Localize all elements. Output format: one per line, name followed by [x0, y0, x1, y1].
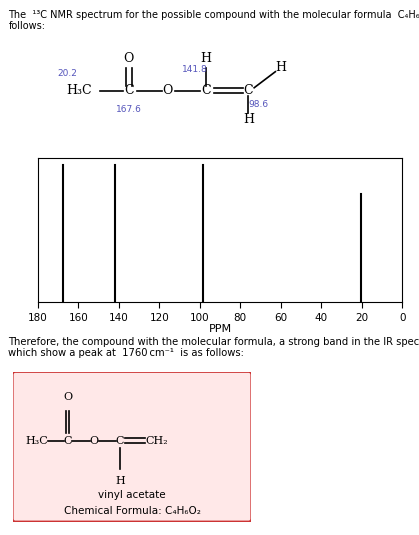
Text: H: H: [276, 61, 287, 74]
Text: 98.6: 98.6: [248, 101, 268, 109]
Text: vinyl acetate: vinyl acetate: [98, 490, 166, 500]
Text: C: C: [124, 85, 134, 97]
Text: C: C: [63, 435, 72, 446]
Text: The  ¹³C NMR spectrum for the possible compound with the molecular formula  C₄H₆: The ¹³C NMR spectrum for the possible co…: [8, 10, 419, 20]
Text: O: O: [124, 52, 134, 65]
Text: which show a peak at  1760 cm⁻¹  is as follows:: which show a peak at 1760 cm⁻¹ is as fol…: [8, 348, 244, 358]
Text: H: H: [115, 476, 125, 486]
Text: Chemical Formula: C₄H₆O₂: Chemical Formula: C₄H₆O₂: [64, 506, 200, 516]
Text: O: O: [63, 392, 72, 402]
Text: follows:: follows:: [8, 21, 45, 32]
Text: CH₂: CH₂: [146, 435, 168, 446]
Text: H₃C: H₃C: [25, 435, 48, 446]
Text: H: H: [243, 113, 254, 126]
Text: C: C: [201, 85, 211, 97]
Text: 141.8: 141.8: [181, 65, 207, 74]
Text: Therefore, the compound with the molecular formula, a strong band in the IR spec: Therefore, the compound with the molecul…: [8, 337, 419, 347]
Text: H₃C: H₃C: [66, 85, 92, 97]
Text: 20.2: 20.2: [57, 70, 77, 78]
Text: C: C: [116, 435, 124, 446]
Text: C: C: [243, 85, 253, 97]
Text: H: H: [200, 52, 212, 65]
X-axis label: PPM: PPM: [208, 324, 232, 334]
Text: 167.6: 167.6: [116, 105, 142, 113]
FancyBboxPatch shape: [13, 372, 251, 522]
Text: O: O: [162, 85, 173, 97]
Text: O: O: [89, 435, 98, 446]
